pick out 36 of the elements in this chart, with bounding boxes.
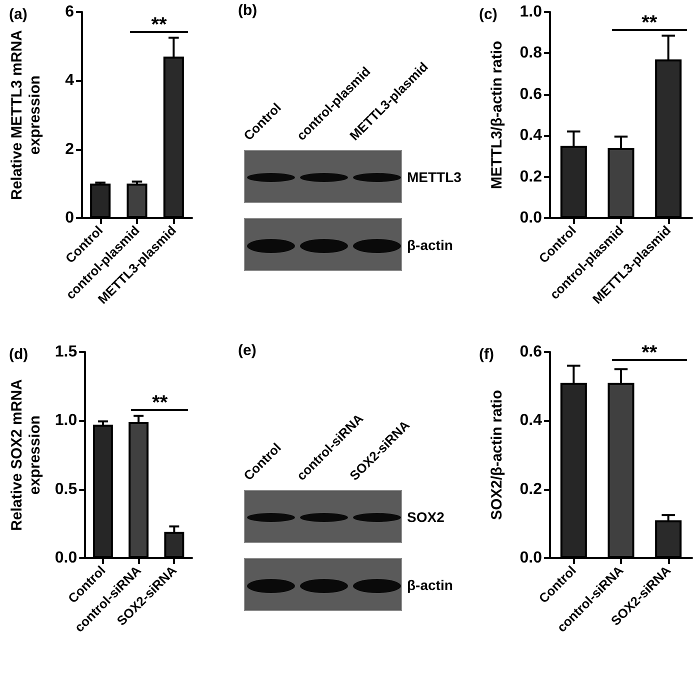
- y-axis-title: Relative METTL3 mRNA expression: [8, 30, 44, 200]
- y-axis-title: SOX2/β-actin ratio: [488, 390, 506, 520]
- y-tick-label: 1.5: [54, 344, 78, 360]
- chart-title: (f): [479, 346, 494, 363]
- chart-title: (c): [479, 6, 498, 23]
- y-tick-label: 0.0: [520, 550, 542, 566]
- text: (e): [238, 342, 256, 359]
- y-tick-label: 4: [65, 72, 74, 90]
- y-tick-label: 1.0: [54, 412, 78, 430]
- text: METTL3: [407, 168, 462, 186]
- y-tick-label: 0.6: [520, 344, 542, 360]
- y-tick-label: 0.2: [520, 168, 542, 186]
- annotation: **: [150, 14, 168, 36]
- chart-title: (d): [9, 346, 28, 363]
- chart-title: (a): [9, 6, 28, 23]
- annotation: **: [640, 12, 658, 34]
- y-tick-label: 0.0: [520, 210, 542, 226]
- annotation: **: [151, 392, 169, 414]
- y-tick-label: 0.8: [520, 44, 542, 62]
- y-tick-label: 0.0: [54, 550, 78, 566]
- y-tick-label: 0.6: [520, 86, 542, 103]
- y-tick-label: 0.4: [520, 127, 542, 144]
- y-tick-label: 6: [65, 4, 74, 20]
- y-tick-label: 0.4: [520, 412, 542, 430]
- y-tick-label: 0.2: [520, 480, 542, 498]
- y-tick-label: 0: [65, 210, 74, 226]
- text: SOX2: [407, 508, 444, 526]
- text: β-actin: [407, 576, 453, 594]
- annotation: **: [640, 342, 658, 364]
- text: β-actin: [407, 236, 453, 254]
- y-axis-title: METTL3/β-actin ratio: [488, 40, 506, 190]
- y-tick-label: 2: [65, 140, 74, 158]
- text: (b): [238, 2, 258, 19]
- y-tick-label: 1.0: [520, 4, 542, 20]
- y-tick-label: 0.5: [54, 480, 78, 498]
- y-axis-title: Relative SOX2 mRNA expression: [8, 378, 44, 531]
